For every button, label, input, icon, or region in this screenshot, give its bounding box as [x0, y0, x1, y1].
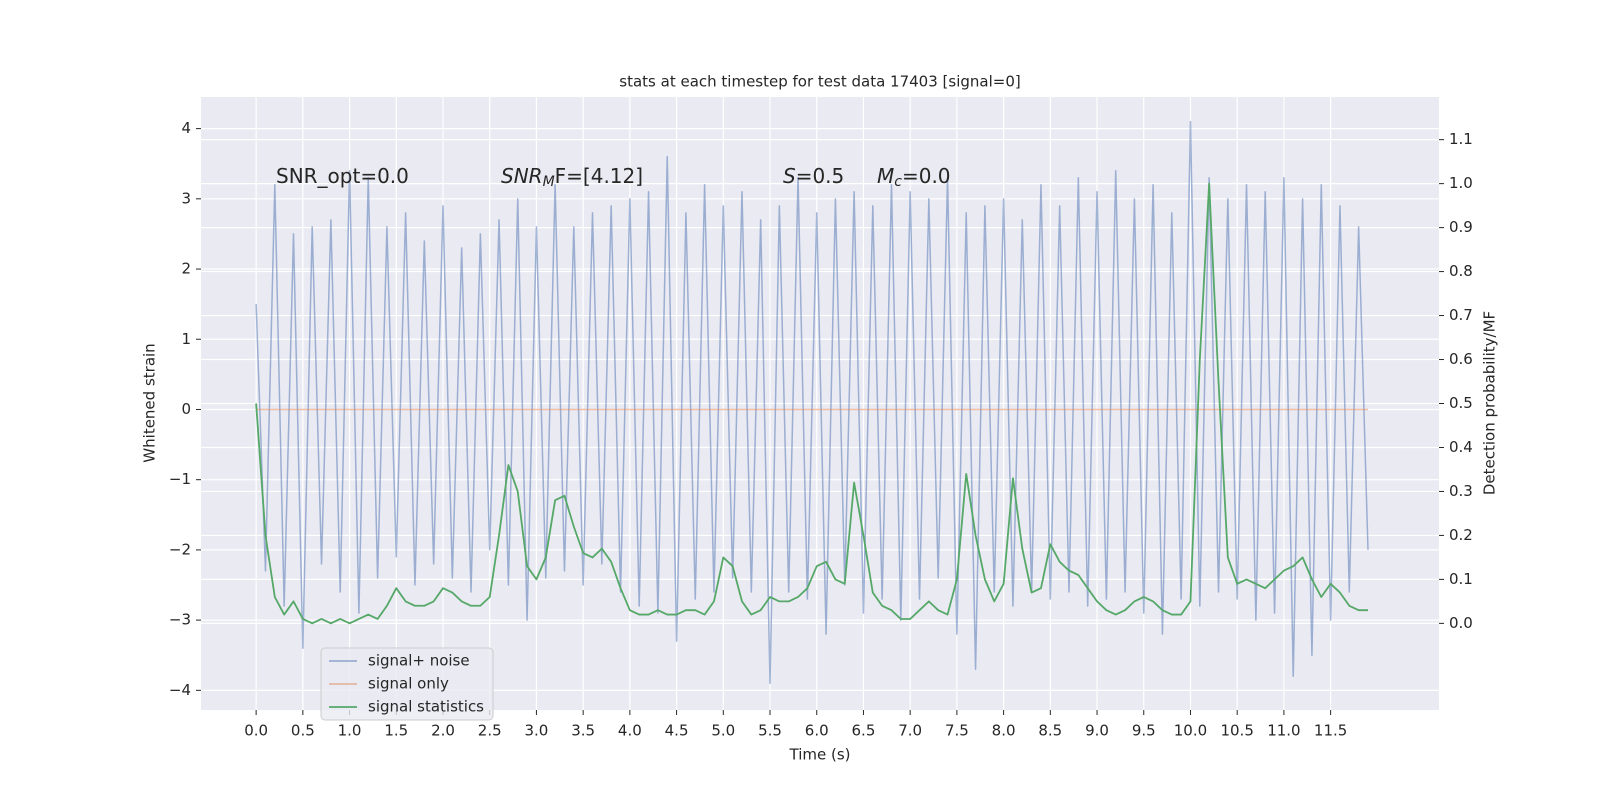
legend-label: signal+ noise	[368, 652, 470, 670]
y2-tick-label: 0.2	[1449, 526, 1473, 544]
x-tick-label: 10.5	[1220, 722, 1253, 740]
x-tick-label: 6.5	[852, 722, 876, 740]
x-tick-label: 2.5	[478, 722, 502, 740]
annotation-rest: F=[4.12]	[555, 164, 643, 188]
legend: signal+ noise signal only signal statistic…	[320, 647, 494, 721]
annotation-text: SNR_opt=0.0	[276, 164, 409, 188]
x-tick-label: 9.5	[1132, 722, 1156, 740]
y2-tick-label: 0.4	[1449, 438, 1473, 456]
annotation-rest: =0.0	[902, 164, 951, 188]
x-axis-label: Time (s)	[789, 746, 851, 764]
annotation: SNRMF=[4.12]	[501, 164, 643, 191]
chart-title: stats at each timestep for test data 174…	[619, 73, 1020, 91]
y2-tick-label: 0.1	[1449, 570, 1473, 588]
x-tick-label: 11.0	[1267, 722, 1300, 740]
x-tick-label: 4.5	[665, 722, 689, 740]
y2-tick-label: 0.6	[1449, 350, 1473, 368]
y2-tick-label: 0.0	[1449, 614, 1473, 632]
annotation-base: SNR	[501, 164, 543, 188]
x-tick-label: 11.5	[1314, 722, 1347, 740]
x-tick-label: 0.0	[244, 722, 268, 740]
x-tick-label: 8.0	[992, 722, 1016, 740]
y-tick-label: 3	[181, 189, 191, 207]
annotation: S=0.5	[783, 164, 844, 188]
marks	[255, 120, 1369, 685]
x-tick-label: 3.0	[524, 722, 548, 740]
y-tick-label: −1	[169, 470, 191, 488]
x-tick-label: 1.0	[338, 722, 362, 740]
y-tick-label: 1	[181, 330, 191, 348]
y-tick-label: −3	[169, 611, 191, 629]
y2-axis-label: Detection probability/MF	[1481, 311, 1499, 495]
x-tick-label: 1.5	[384, 722, 408, 740]
annotation-sub: M	[543, 174, 555, 190]
annotation: SNR_opt=0.0	[276, 164, 409, 188]
y2-tick-label: 1.1	[1449, 130, 1473, 148]
legend-label: signal only	[368, 675, 449, 693]
y2-tick-label: 0.9	[1449, 218, 1473, 236]
y-tick-label: 0	[181, 400, 191, 418]
x-tick-label: 10.0	[1174, 722, 1207, 740]
x-tick-label: 7.0	[898, 722, 922, 740]
series-line	[255, 182, 1368, 625]
legend-label: signal statistics	[368, 698, 484, 716]
y2-tick-label: 0.8	[1449, 262, 1473, 280]
x-tick-label: 6.0	[805, 722, 829, 740]
annotation: Mc=0.0	[877, 164, 951, 191]
x-tick-label: 2.0	[431, 722, 455, 740]
y-axis-label: Whitened strain	[141, 343, 159, 462]
annotation-rest: =0.5	[796, 164, 845, 188]
x-tick-label: 5.5	[758, 722, 782, 740]
y-tick-label: 4	[181, 119, 191, 137]
series-line	[255, 120, 1369, 685]
x-tick-label: 7.5	[945, 722, 969, 740]
y2-tick-label: 0.7	[1449, 306, 1473, 324]
annotation-base: S	[783, 164, 796, 188]
x-tick-label: 5.0	[711, 722, 735, 740]
y2-tick-label: 1.0	[1449, 174, 1473, 192]
y2-tick-label: 0.5	[1449, 394, 1473, 412]
y-tick-label: −2	[169, 540, 191, 558]
annotation-sub: c	[894, 174, 902, 190]
y-tick-label: 2	[181, 260, 191, 278]
legend-box	[320, 647, 494, 721]
x-tick-label: 4.0	[618, 722, 642, 740]
x-tick-label: 3.5	[571, 722, 595, 740]
x-tick-label: 8.5	[1038, 722, 1062, 740]
annotation-base: M	[877, 164, 894, 188]
y2-tick-label: 0.3	[1449, 482, 1473, 500]
x-tick-label: 0.5	[291, 722, 315, 740]
x-tick-label: 9.0	[1085, 722, 1109, 740]
y-tick-label: −4	[169, 681, 191, 699]
